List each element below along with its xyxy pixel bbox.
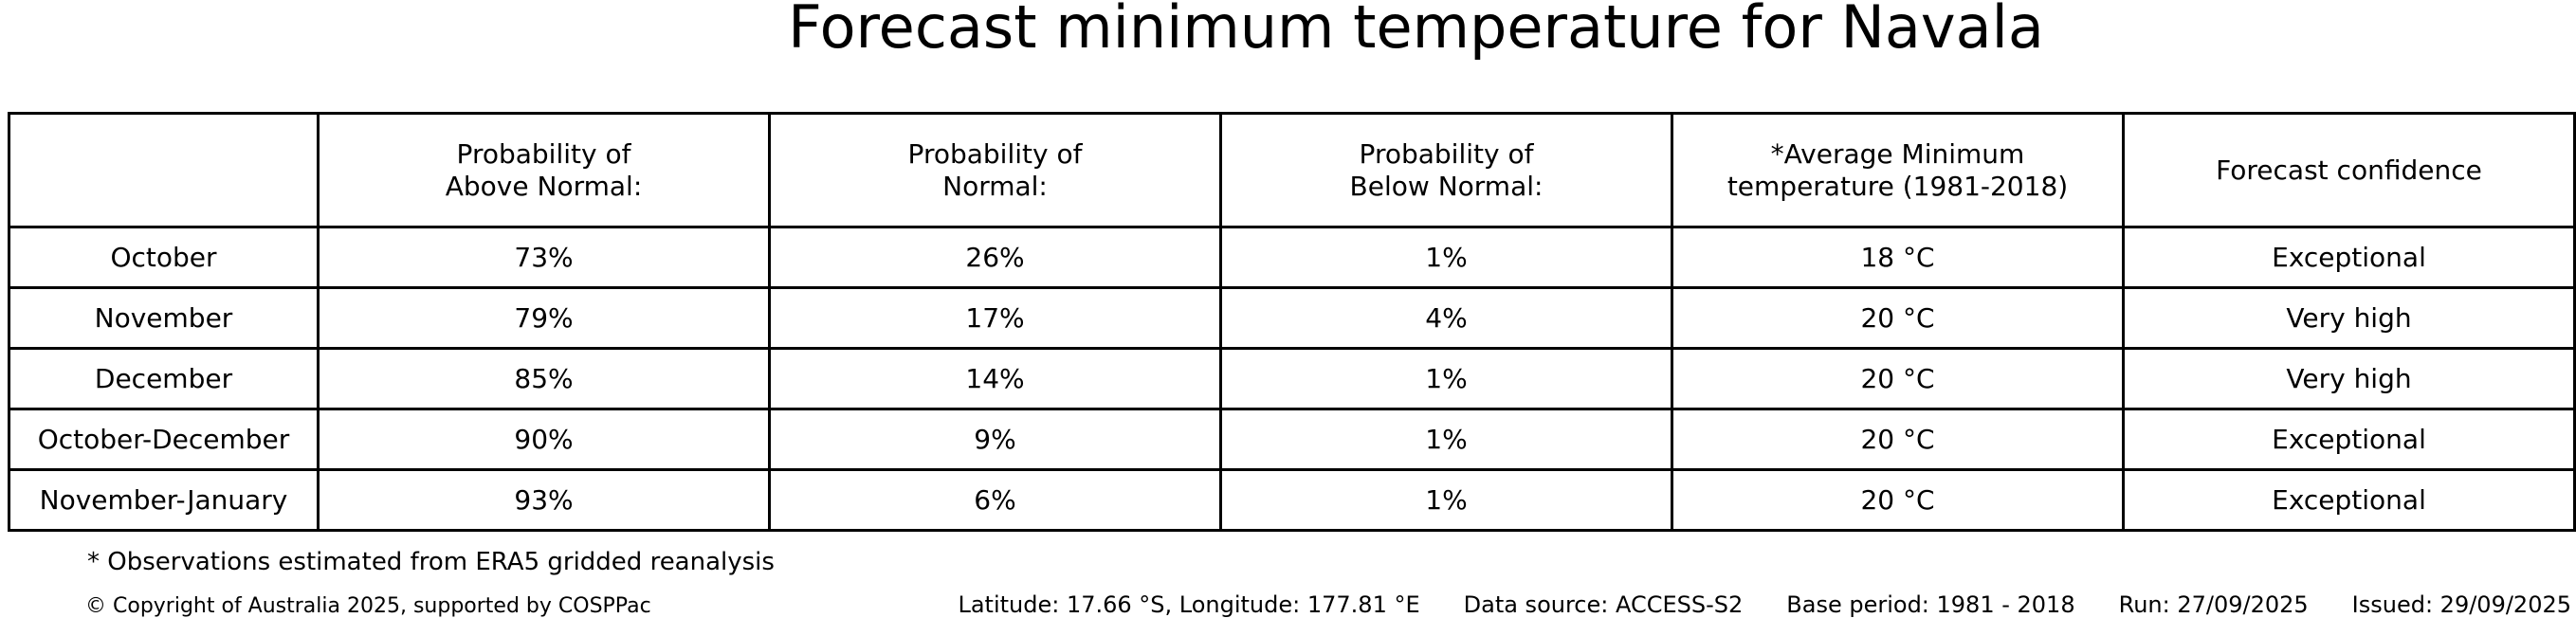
table-row-october: October 73% 26% 1% 18 °C Exceptional — [8, 226, 2576, 289]
forecast-table: Probability of Above Normal: Probability… — [8, 112, 2576, 532]
average-minimum-cell: 20 °C — [1671, 468, 2125, 532]
average-minimum-cell: 20 °C — [1671, 408, 2125, 471]
confidence-cell: Exceptional — [2122, 468, 2576, 532]
normal-cell: 9% — [768, 408, 1222, 471]
confidence-cell: Very high — [2122, 347, 2576, 410]
below-normal-cell: 1% — [1219, 468, 1673, 532]
copyright-text: © Copyright of Australia 2025, supported… — [85, 594, 651, 618]
below-normal-cell: 1% — [1219, 347, 1673, 410]
header-line: temperature (1981-2018) — [1726, 170, 2069, 202]
below-normal-cell: 1% — [1219, 226, 1673, 289]
normal-cell: 6% — [768, 468, 1222, 532]
table-row-october-december: October-December 90% 9% 1% 20 °C Excepti… — [8, 408, 2576, 471]
below-normal-cell: 4% — [1219, 286, 1673, 350]
period-cell: November-January — [8, 468, 320, 532]
confidence-cell: Exceptional — [2122, 408, 2576, 471]
period-cell: November — [8, 286, 320, 350]
header-line: Forecast confidence — [2216, 154, 2482, 186]
table-row-november: November 79% 17% 4% 20 °C Very high — [8, 286, 2576, 350]
table-header-row: Probability of Above Normal: Probability… — [8, 112, 2576, 228]
above-normal-cell: 90% — [317, 408, 771, 471]
header-line: *Average Minimum — [1770, 137, 2025, 170]
page-title: Forecast minimum temperature for Navala — [788, 0, 2044, 62]
header-line: Probability of — [1359, 137, 1534, 170]
header-line: Normal: — [942, 170, 1048, 202]
period-cell: December — [8, 347, 320, 410]
above-normal-cell: 79% — [317, 286, 771, 350]
header-line: Below Normal: — [1349, 170, 1544, 202]
normal-cell: 14% — [768, 347, 1222, 410]
column-header-forecast-confidence: Forecast confidence — [2122, 112, 2576, 228]
column-header-above-normal: Probability of Above Normal: — [317, 112, 771, 228]
footer-metadata-line: © Copyright of Australia 2025, supported… — [85, 591, 2571, 618]
column-header-normal: Probability of Normal: — [768, 112, 1222, 228]
issued-date-text: Issued: 29/09/2025 — [2351, 591, 2571, 618]
column-header-average-minimum: *Average Minimum temperature (1981-2018) — [1671, 112, 2125, 228]
above-normal-cell: 73% — [317, 226, 771, 289]
average-minimum-cell: 18 °C — [1671, 226, 2125, 289]
base-period-text: Base period: 1981 - 2018 — [1786, 591, 2075, 618]
period-cell: October-December — [8, 408, 320, 471]
normal-cell: 26% — [768, 226, 1222, 289]
below-normal-cell: 1% — [1219, 408, 1673, 471]
table-row-november-january: November-January 93% 6% 1% 20 °C Excepti… — [8, 468, 2576, 532]
confidence-cell: Very high — [2122, 286, 2576, 350]
location-text: Latitude: 17.66 °S, Longitude: 177.81 °E — [958, 591, 1420, 618]
table-row-december: December 85% 14% 1% 20 °C Very high — [8, 347, 2576, 410]
average-minimum-cell: 20 °C — [1671, 286, 2125, 350]
normal-cell: 17% — [768, 286, 1222, 350]
average-minimum-cell: 20 °C — [1671, 347, 2125, 410]
header-line: Above Normal: — [445, 170, 643, 202]
header-line: Probability of — [907, 137, 1083, 170]
above-normal-cell: 85% — [317, 347, 771, 410]
confidence-cell: Exceptional — [2122, 226, 2576, 289]
corner-empty-cell — [8, 112, 320, 228]
observations-footnote: * Observations estimated from ERA5 gridd… — [87, 548, 775, 576]
header-line: Probability of — [456, 137, 631, 170]
column-header-below-normal: Probability of Below Normal: — [1219, 112, 1673, 228]
data-source-text: Data source: ACCESS-S2 — [1463, 591, 1744, 618]
run-date-text: Run: 27/09/2025 — [2118, 591, 2309, 618]
above-normal-cell: 93% — [317, 468, 771, 532]
period-cell: October — [8, 226, 320, 289]
